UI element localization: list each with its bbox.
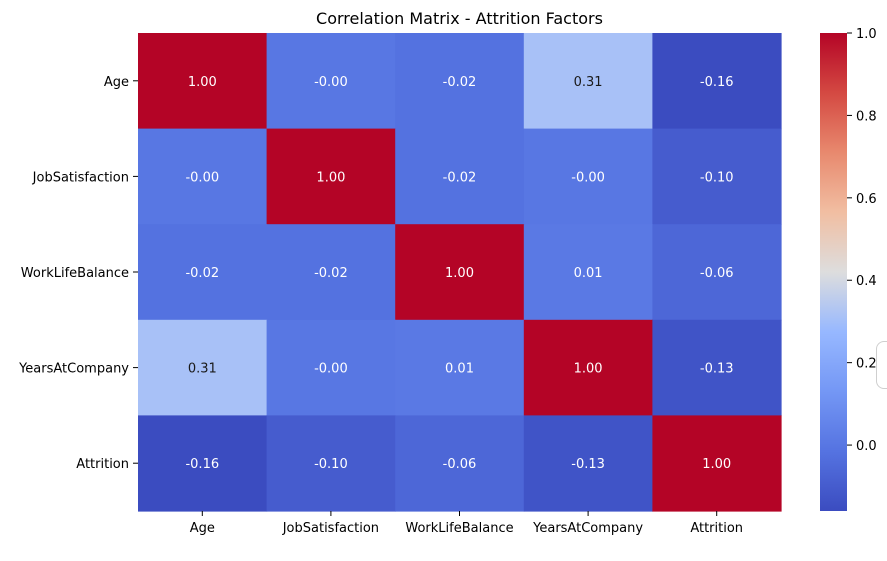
colorbar (820, 33, 847, 511)
cell-label: 0.31 (574, 75, 603, 90)
colorbar-tick-label: 0.6 (856, 192, 877, 207)
cell-label: -0.06 (443, 457, 477, 472)
heatmap-cell (395, 33, 525, 130)
heatmap-cell (523, 319, 653, 416)
heatmap-cell (523, 33, 653, 130)
cell-label: -0.10 (314, 457, 348, 472)
cell-label: -0.02 (314, 266, 348, 281)
heatmap-cell (395, 224, 525, 321)
heatmap-cell (395, 319, 525, 416)
heatmap-cell (652, 33, 782, 130)
cell-label: 0.01 (445, 362, 474, 377)
heatmap-cell (395, 128, 525, 225)
x-tick-label: YearsAtCompany (532, 521, 643, 536)
heatmap-cell (652, 319, 782, 416)
cell-label: -0.00 (314, 75, 348, 90)
heatmap-cell (138, 415, 268, 512)
y-tick-label: Age (104, 75, 129, 90)
colorbar-tick-label: 1.0 (856, 27, 877, 42)
cell-label: 1.00 (702, 457, 731, 472)
x-tick-label: WorkLifeBalance (405, 521, 513, 536)
y-tick-label: YearsAtCompany (18, 362, 129, 377)
cell-label: -0.13 (700, 362, 734, 377)
side-panel-toggle[interactable] (876, 341, 887, 389)
y-tick-label: Attrition (76, 457, 129, 472)
heatmap-cell (523, 224, 653, 321)
colorbar-tick-label: 0.2 (856, 357, 877, 372)
heatmap-cell (138, 319, 268, 416)
chart-title: Correlation Matrix - Attrition Factors (316, 9, 603, 28)
cell-label: -0.00 (314, 362, 348, 377)
cell-label: -0.13 (571, 457, 605, 472)
heatmap-cell (266, 319, 396, 416)
cell-label: 1.00 (445, 266, 474, 281)
heatmap-cell (523, 415, 653, 512)
cell-label: 1.00 (188, 75, 217, 90)
cell-label: -0.00 (571, 170, 605, 185)
colorbar-tick-label: 0.0 (856, 439, 877, 454)
heatmap-cell (266, 33, 396, 130)
cell-label: 1.00 (574, 362, 603, 377)
y-tick-label: JobSatisfaction (32, 170, 129, 185)
colorbar-tick-label: 0.8 (856, 109, 877, 124)
cell-label: -0.06 (700, 266, 734, 281)
heatmap-cell (266, 128, 396, 225)
cell-label: -0.00 (185, 170, 219, 185)
heatmap-cell (266, 415, 396, 512)
cell-label: -0.02 (443, 75, 477, 90)
heatmap-cell (652, 128, 782, 225)
cell-label: 1.00 (316, 170, 345, 185)
cell-label: -0.02 (443, 170, 477, 185)
x-tick-label: Age (190, 521, 215, 536)
y-tick-label: WorkLifeBalance (21, 266, 129, 281)
heatmap-cell (266, 224, 396, 321)
heatmap-cell (138, 128, 268, 225)
heatmap-cell (523, 128, 653, 225)
cell-label: -0.02 (185, 266, 219, 281)
cell-label: -0.10 (700, 170, 734, 185)
cell-label: -0.16 (185, 457, 219, 472)
heatmap-cell (138, 33, 268, 130)
x-tick-label: JobSatisfaction (282, 521, 379, 536)
colorbar-tick-label: 0.4 (856, 274, 877, 289)
heatmap-cell (652, 415, 782, 512)
heatmap-cell (395, 415, 525, 512)
x-tick-label: Attrition (690, 521, 743, 536)
heatmap-cell (138, 224, 268, 321)
cell-label: -0.16 (700, 75, 734, 90)
cell-label: 0.01 (574, 266, 603, 281)
cell-label: 0.31 (188, 362, 217, 377)
heatmap-cell (652, 224, 782, 321)
